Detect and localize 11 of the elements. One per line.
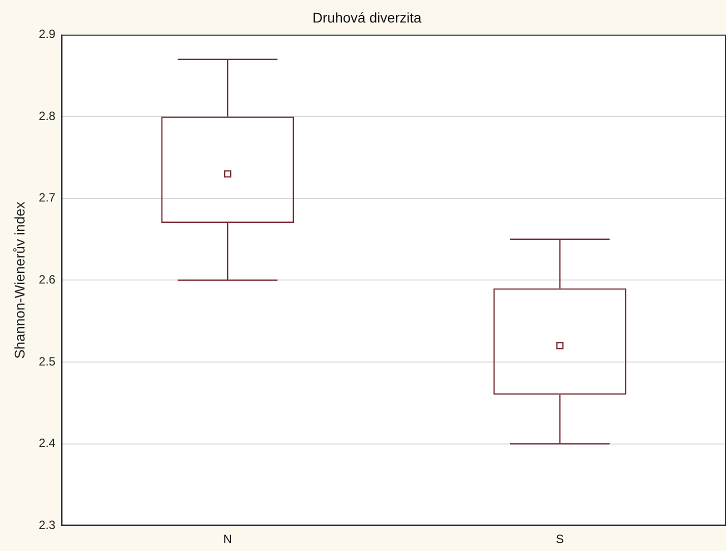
y-tick-label: 2.6 (38, 272, 56, 287)
y-tick-label: 2.7 (38, 190, 56, 205)
y-tick-label: 2.3 (38, 518, 56, 532)
x-tick-label: N (223, 532, 232, 546)
y-tick-label: 2.4 (38, 436, 56, 450)
y-axis-title: Shannon-Wienerův index (11, 202, 28, 359)
x-tick-label: S (556, 532, 564, 546)
y-tick-label: 2.8 (38, 108, 56, 123)
chart-title: Druhová diverzita (312, 9, 422, 26)
y-tick-label: 2.9 (38, 27, 56, 42)
y-tick-label: 2.5 (38, 354, 56, 368)
